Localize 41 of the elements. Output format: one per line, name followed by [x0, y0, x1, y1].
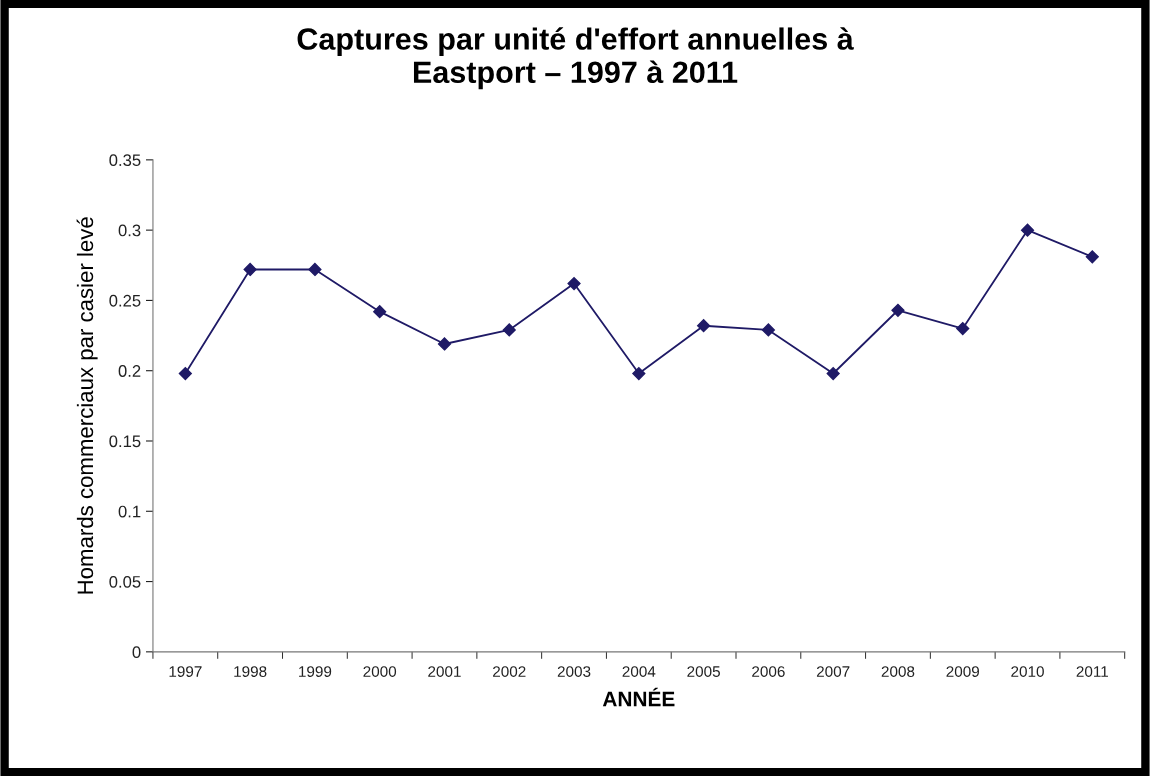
point: [308, 262, 322, 277]
point: [502, 323, 516, 337]
point: [826, 366, 840, 381]
point: [632, 366, 646, 381]
y-tick-label: 0.35: [109, 154, 141, 167]
x-tick-label: 2002: [493, 666, 526, 677]
point: [891, 303, 905, 317]
x-tick-label: 2000: [363, 666, 397, 677]
y-tick-label: 0.2: [118, 365, 141, 377]
point: [373, 305, 387, 319]
x-tick-label: 2005: [687, 666, 720, 677]
x-tick-label: 2010: [1011, 666, 1044, 677]
chart-title: Captures par unité d'effort annuelles à Eastport – 1997 à 2011: [297, 27, 854, 90]
y-tick-label: 0.25: [109, 294, 141, 307]
x-tick-label: 2007: [816, 666, 850, 677]
point: [437, 337, 452, 351]
x-tick-label: 2004: [622, 666, 656, 677]
x-tick-label: 2003: [557, 666, 591, 677]
y-tick-label: 0.15: [109, 435, 141, 448]
point: [243, 262, 257, 277]
point: [761, 323, 775, 337]
point: [1085, 250, 1099, 264]
x-tick-label: 1997: [169, 666, 202, 677]
x-tick-label: 2008: [881, 666, 915, 677]
point: [1020, 223, 1035, 237]
x-axis-title: ANNÉE: [602, 687, 675, 707]
x-tick-label: 1999: [299, 666, 332, 677]
y-tick-label: 0: [132, 646, 141, 659]
point: [567, 276, 581, 291]
point: [697, 319, 711, 333]
y-tick-label: 0.05: [109, 575, 141, 588]
point: [178, 366, 192, 381]
y-axis-title: Homards commerciaux par casier levé: [76, 217, 98, 594]
y-tick-label: 0.3: [118, 224, 141, 237]
x-tick-label: 2009: [946, 666, 980, 677]
point: [956, 321, 970, 336]
x-tick-label: 2011: [1076, 666, 1108, 677]
x-tick-label: 2006: [752, 666, 785, 677]
x-tick-label: 1998: [234, 666, 267, 677]
x-tick-label: 2001: [428, 666, 461, 677]
y-tick-label: 0.1: [118, 505, 141, 518]
